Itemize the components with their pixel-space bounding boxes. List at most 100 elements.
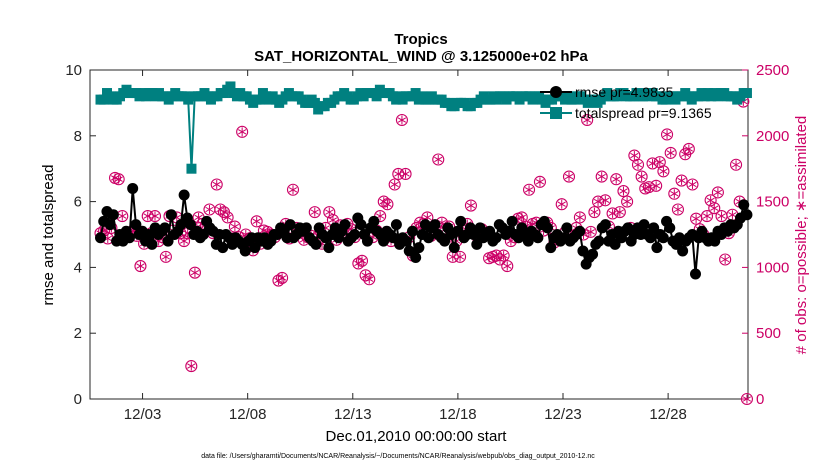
rmse-marker xyxy=(490,232,502,244)
obs-marker xyxy=(631,158,645,171)
obs-marker xyxy=(533,175,546,188)
rmse-marker xyxy=(741,209,753,221)
obs-marker xyxy=(581,113,594,127)
spread-marker xyxy=(225,81,236,92)
y-right-tick-label: 2000 xyxy=(756,128,789,145)
obs-marker xyxy=(700,210,714,223)
obs-marker xyxy=(381,198,394,211)
obs-marker xyxy=(308,206,321,219)
obs-marker xyxy=(250,215,263,228)
obs-marker xyxy=(650,179,663,192)
y-right-tick-label: 1000 xyxy=(756,259,789,276)
obs-marker xyxy=(584,225,597,238)
obs-marker xyxy=(719,253,732,266)
rmse-marker xyxy=(664,222,676,234)
obs-marker xyxy=(236,125,249,138)
chart-title: Tropics xyxy=(394,31,447,48)
y-axis-right: 0 500 1000 1500 2000 2500 xyxy=(742,62,789,408)
rmse-marker xyxy=(361,235,373,247)
spread-marker xyxy=(98,94,109,105)
legend-rmse-marker xyxy=(550,86,562,98)
obs-marker xyxy=(112,173,125,186)
rmse-marker xyxy=(165,209,177,221)
rmse-marker xyxy=(574,225,586,237)
rmse-marker xyxy=(455,215,467,227)
obs-marker xyxy=(555,198,568,211)
obs-marker xyxy=(711,186,724,199)
rmse-marker xyxy=(355,219,367,231)
y-right-tick-label: 500 xyxy=(756,325,781,342)
y-right-tick-label: 2500 xyxy=(756,62,789,79)
spread-marker xyxy=(186,163,197,174)
obs-marker xyxy=(395,113,408,127)
obs-marker xyxy=(203,203,216,216)
rmse-marker xyxy=(593,235,605,247)
obs-marker xyxy=(159,250,172,263)
obs-marker xyxy=(715,210,728,223)
rmse-marker xyxy=(146,238,158,250)
rmse-marker xyxy=(413,242,425,254)
obs-marker xyxy=(355,254,369,267)
obs-marker xyxy=(664,146,677,159)
obs-marker xyxy=(464,199,477,212)
rmse-marker xyxy=(217,242,229,254)
legend-spread-marker xyxy=(550,107,562,119)
obs-marker xyxy=(399,167,412,181)
plot-frame xyxy=(89,69,749,400)
x-tick-label: 12/13 xyxy=(334,406,372,423)
obs-marker xyxy=(730,158,743,171)
obs-marker xyxy=(621,195,634,208)
rmse-marker xyxy=(587,248,599,260)
x-tick-label: 12/08 xyxy=(229,406,267,423)
obs-marker xyxy=(613,206,626,219)
rmse-marker xyxy=(310,238,322,250)
obs-marker xyxy=(501,260,514,273)
x-axis-label: Dec.01,2010 00:00:00 start xyxy=(326,428,508,445)
obs-marker xyxy=(497,249,510,262)
x-axis: 12/03 12/08 12/13 12/18 12/23 12/28 xyxy=(124,70,687,423)
rmse-marker xyxy=(95,232,107,244)
obs-marker xyxy=(682,142,695,156)
y-left-tick-label: 2 xyxy=(74,325,82,342)
legend: rmse pr=4.9835 totalspread pr=9.1365 xyxy=(540,84,712,121)
rmse-marker xyxy=(506,215,518,227)
legend-spread-label: totalspread pr=9.1365 xyxy=(575,105,712,121)
rmse-series xyxy=(95,182,753,280)
rmse-marker xyxy=(448,242,460,254)
spread-marker xyxy=(254,94,265,105)
rmse-marker xyxy=(368,215,380,227)
obs-marker xyxy=(690,212,703,225)
rmse-marker xyxy=(542,222,554,234)
obs-marker xyxy=(657,165,670,178)
rmse-marker xyxy=(104,219,116,231)
spread-marker xyxy=(741,88,752,99)
obs-marker xyxy=(610,173,623,186)
obs-marker xyxy=(432,153,445,166)
legend-rmse-label: rmse pr=4.9835 xyxy=(575,84,674,100)
y-right-tick-label: 1500 xyxy=(756,194,789,211)
rmse-marker xyxy=(532,232,544,244)
plot-area xyxy=(89,69,749,400)
obs-marker xyxy=(148,210,162,223)
rmse-marker xyxy=(127,182,139,194)
obs-marker xyxy=(134,260,147,273)
x-tick-label: 12/03 xyxy=(124,406,162,423)
y-left-tick-label: 6 xyxy=(74,194,82,211)
rmse-marker xyxy=(178,189,190,201)
rmse-marker xyxy=(410,252,422,264)
y-left-tick-label: 4 xyxy=(74,259,82,276)
data-file-caption: data file: /Users/gharamti/Documents/NCA… xyxy=(201,453,595,460)
rmse-marker xyxy=(323,242,335,254)
y-left-tick-label: 10 xyxy=(65,62,82,79)
obs-marker xyxy=(562,170,576,183)
spread-marker xyxy=(410,88,421,99)
chart-subtitle: SAT_HORIZONTAL_WIND @ 3.125000e+02 hPa xyxy=(254,48,588,65)
rmse-marker xyxy=(239,245,251,257)
x-tick-label: 12/23 xyxy=(544,406,582,423)
spread-marker xyxy=(371,91,382,102)
obs-marker xyxy=(588,206,601,219)
y-axis-left-label: rmse and totalspread xyxy=(40,165,57,306)
rmse-marker xyxy=(738,199,750,211)
rmse-marker xyxy=(429,219,441,231)
